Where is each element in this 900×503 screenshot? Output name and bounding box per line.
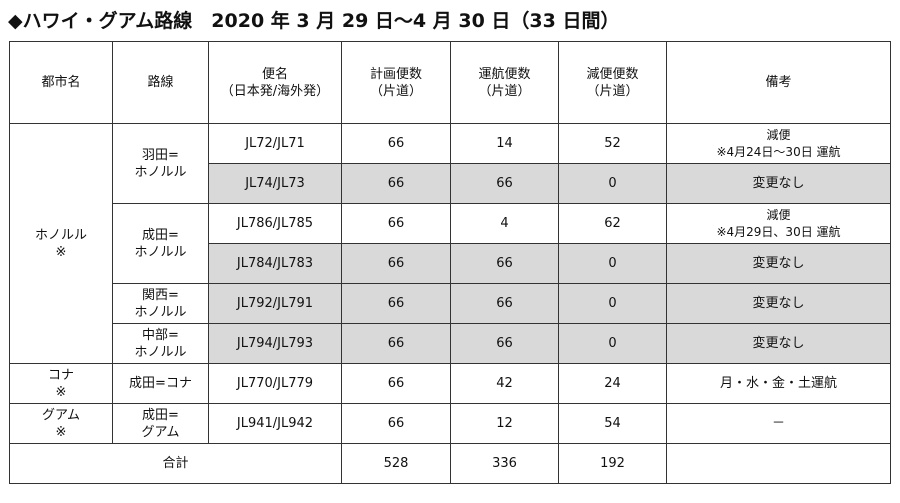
total-planned: 528: [341, 443, 451, 484]
reduced-count: 0: [558, 243, 667, 284]
header-operated: 運航便数 （片道）: [450, 41, 559, 124]
table-row: 中部= ホノルル JL794/JL793 66 66 0 変更なし: [9, 323, 891, 364]
total-label: 合計: [9, 443, 342, 484]
header-city: 都市名: [9, 41, 113, 124]
planned-count: 66: [341, 203, 451, 244]
planned-count: 66: [341, 363, 451, 404]
reduced-count: 54: [558, 403, 667, 444]
remarks: 変更なし: [666, 283, 891, 324]
reduced-count: 0: [558, 283, 667, 324]
planned-count: 66: [341, 323, 451, 364]
flight-number: JL786/JL785: [208, 203, 342, 244]
flight-number: JL792/JL791: [208, 283, 342, 324]
remarks: 減便 ※4月29日、30日 運航: [666, 203, 891, 244]
city-guam: グアム ※: [9, 403, 113, 444]
remarks: 月・水・金・土運航: [666, 363, 891, 404]
flight-number: JL794/JL793: [208, 323, 342, 364]
reduced-count: 62: [558, 203, 667, 244]
flight-table: 都市名 路線 便名 （日本発/海外発） 計画便数 （片道） 運航便数 （片道） 減便便…: [9, 41, 891, 484]
operated-count: 66: [450, 163, 559, 204]
reduced-count: 24: [558, 363, 667, 404]
header-flight: 便名 （日本発/海外発）: [208, 41, 342, 124]
route-narita-guam: 成田= グアム: [112, 403, 209, 444]
reduced-count: 0: [558, 323, 667, 364]
route-haneda-honolulu: 羽田= ホノルル: [112, 123, 209, 204]
total-row: 合計 528 336 192: [9, 443, 891, 484]
operated-count: 12: [450, 403, 559, 444]
total-reduced: 192: [558, 443, 667, 484]
operated-count: 66: [450, 283, 559, 324]
total-operated: 336: [450, 443, 559, 484]
planned-count: 66: [341, 243, 451, 284]
remarks: 変更なし: [666, 163, 891, 204]
operated-count: 4: [450, 203, 559, 244]
remarks: －: [666, 403, 891, 444]
city-honolulu: ホノルル ※: [9, 123, 113, 364]
flight-number: JL941/JL942: [208, 403, 342, 444]
total-remarks: [666, 443, 891, 484]
table-row: 関西= ホノルル JL792/JL791 66 66 0 変更なし: [9, 283, 891, 324]
route-chubu-honolulu: 中部= ホノルル: [112, 323, 209, 364]
remarks: 減便 ※4月24日～30日 運航: [666, 123, 891, 164]
planned-count: 66: [341, 283, 451, 324]
table-row: グアム ※ 成田= グアム JL941/JL942 66 12 54 －: [9, 403, 891, 444]
reduced-count: 52: [558, 123, 667, 164]
operated-count: 66: [450, 243, 559, 284]
header-route: 路線: [112, 41, 209, 124]
operated-count: 14: [450, 123, 559, 164]
remarks: 変更なし: [666, 323, 891, 364]
table-row: コナ ※ 成田=コナ JL770/JL779 66 42 24 月・水・金・土運航: [9, 363, 891, 404]
page-title: ◆ハワイ・グアム路線 2020 年 3 月 29 日～4 月 30 日（33 日…: [8, 10, 620, 32]
planned-count: 66: [341, 123, 451, 164]
header-row: 都市名 路線 便名 （日本発/海外発） 計画便数 （片道） 運航便数 （片道） 減便便…: [9, 41, 891, 124]
flight-number: JL784/JL783: [208, 243, 342, 284]
table-row: 成田= ホノルル JL786/JL785 66 4 62 減便 ※4月29日、30日…: [10, 203, 891, 284]
route-kansai-honolulu: 関西= ホノルル: [112, 283, 209, 324]
table-row: JL74/JL73 66 66 0 変更なし: [9, 163, 891, 204]
flight-number: JL72/JL71: [208, 123, 342, 164]
route-narita-kona: 成田=コナ: [112, 363, 209, 404]
city-kona: コナ ※: [9, 363, 113, 404]
table-row: ホノルル ※ 羽田= ホノルル JL72/JL71 66 14 52 減便 ※4月24…: [9, 123, 891, 364]
planned-count: 66: [341, 163, 451, 204]
planned-count: 66: [341, 403, 451, 444]
flight-number: JL74/JL73: [208, 163, 342, 204]
reduced-count: 0: [558, 163, 667, 204]
header-reduced: 減便便数 （片道）: [558, 41, 667, 124]
header-planned: 計画便数 （片道）: [341, 41, 451, 124]
flight-number: JL770/JL779: [208, 363, 342, 404]
operated-count: 66: [450, 323, 559, 364]
header-remarks: 備考: [666, 41, 891, 124]
route-narita-honolulu: 成田= ホノルル: [112, 203, 209, 284]
remarks: 変更なし: [666, 243, 891, 284]
operated-count: 42: [450, 363, 559, 404]
